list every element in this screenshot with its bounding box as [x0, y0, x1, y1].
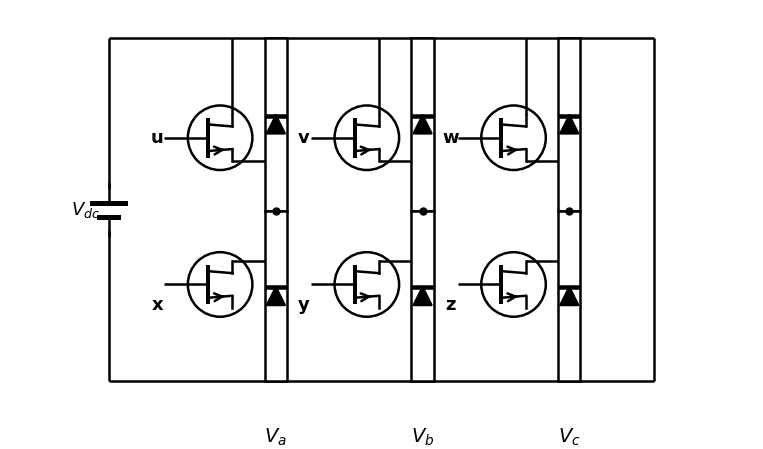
Text: u: u: [151, 129, 164, 147]
Polygon shape: [267, 116, 285, 133]
Text: z: z: [446, 296, 456, 314]
FancyBboxPatch shape: [559, 38, 581, 211]
FancyBboxPatch shape: [559, 211, 581, 381]
FancyBboxPatch shape: [411, 211, 433, 381]
Polygon shape: [414, 287, 431, 305]
Polygon shape: [414, 116, 431, 133]
Text: $V_\mathregular{c}$: $V_\mathregular{c}$: [558, 427, 581, 449]
Polygon shape: [267, 287, 285, 305]
FancyBboxPatch shape: [265, 38, 287, 211]
FancyBboxPatch shape: [411, 38, 433, 211]
Text: $V_\mathregular{b}$: $V_\mathregular{b}$: [411, 427, 434, 449]
Polygon shape: [561, 116, 578, 133]
Text: x: x: [152, 296, 163, 314]
Text: $V_\mathregular{a}$: $V_\mathregular{a}$: [265, 427, 287, 449]
Text: $V_\mathregular{dc}$: $V_\mathregular{dc}$: [71, 200, 100, 220]
Text: y: y: [298, 296, 310, 314]
FancyBboxPatch shape: [265, 211, 287, 381]
Polygon shape: [561, 287, 578, 305]
Text: w: w: [443, 129, 459, 147]
Text: v: v: [298, 129, 310, 147]
